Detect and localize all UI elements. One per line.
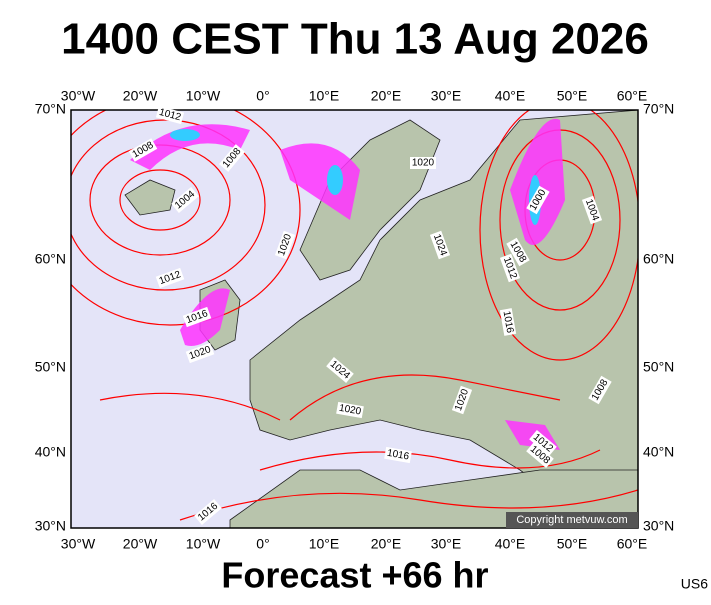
isobar-label-bg <box>384 446 412 464</box>
isobar-label: 1012 <box>155 105 185 125</box>
latitude-label: 30°N <box>35 518 66 534</box>
longitude-label: 40°E <box>495 88 526 104</box>
latitude-label: 50°N <box>643 359 674 375</box>
title: 1400 CEST Thu 13 Aug 2026 <box>61 15 649 64</box>
isobar-label-bg <box>499 253 521 283</box>
isobar-label-bg <box>326 357 354 383</box>
longitude-label: 0° <box>256 536 269 552</box>
footer: Forecast +66 hr <box>221 555 488 596</box>
longitude-label: 50°E <box>557 88 588 104</box>
isobar-label-bg <box>155 105 185 125</box>
isobar-label-bg <box>194 499 222 525</box>
isobar-label-bg <box>336 401 364 419</box>
longitude-label: 20°W <box>123 536 158 552</box>
isobar-label-bg <box>581 195 603 225</box>
longitude-label: 10°E <box>309 88 340 104</box>
map-area <box>71 110 638 528</box>
longitude-label: 30°E <box>431 536 462 552</box>
latitude-label: 70°N <box>35 101 66 117</box>
isobar-label-text: 1020 <box>338 403 362 418</box>
latitude-label: 60°N <box>643 251 674 267</box>
isobar-label-bg <box>526 442 554 468</box>
isobar-label-text: 1020 <box>412 158 435 169</box>
longitude-label: 20°W <box>123 88 158 104</box>
longitude-label: 0° <box>256 88 269 104</box>
isobar-label-bg <box>529 430 557 456</box>
code: US6 <box>681 576 708 592</box>
latitude-label: 40°N <box>35 444 66 460</box>
isobar-label-bg <box>219 144 245 172</box>
longitude-label: 60°E <box>617 88 648 104</box>
isobar-label-bg <box>128 138 158 162</box>
isobar-label-bg <box>410 157 436 169</box>
isobar-label-bg <box>185 342 215 364</box>
isobar-label-bg <box>182 306 212 328</box>
longitude-label: 30°W <box>61 88 96 104</box>
longitude-label: 50°E <box>557 536 588 552</box>
longitude-label: 10°E <box>309 536 340 552</box>
longitude-label: 40°E <box>495 536 526 552</box>
isobar-label-bg <box>526 185 550 215</box>
longitude-label: 20°E <box>371 536 402 552</box>
isobar-label-bg <box>506 237 530 267</box>
isobar-label-bg <box>429 230 451 260</box>
isobar-label-bg <box>499 308 517 336</box>
isobar-label-text: 1016 <box>386 448 410 463</box>
latitude-label: 50°N <box>35 359 66 375</box>
isobar-label: 1016 <box>499 308 517 336</box>
copyright-box <box>506 512 638 528</box>
longitude-label: 30°W <box>61 536 96 552</box>
map-frame <box>70 109 639 529</box>
longitude-label: 10°W <box>186 536 221 552</box>
isobar-label-bg <box>155 267 185 289</box>
latitude-label: 30°N <box>643 518 674 534</box>
isobar-label: 1016 <box>384 446 412 464</box>
latitude-label: 60°N <box>35 251 66 267</box>
latitude-label: 40°N <box>643 444 674 460</box>
longitude-label: 60°E <box>617 536 648 552</box>
isobar-label-bg <box>451 385 473 415</box>
longitude-label: 30°E <box>431 88 462 104</box>
isobar-label-bg <box>171 187 199 213</box>
longitude-label: 20°E <box>371 88 402 104</box>
isobar-label: 1020 <box>336 401 364 419</box>
longitude-label: 10°W <box>186 88 221 104</box>
isobar-label: 1020 <box>410 157 436 169</box>
latitude-label: 70°N <box>643 101 674 117</box>
isobar-label-text: 1016 <box>501 310 516 334</box>
copyright: Copyright metvuw.com <box>516 514 627 526</box>
isobar-label-bg <box>274 230 296 260</box>
isobar-label-bg <box>588 375 612 405</box>
